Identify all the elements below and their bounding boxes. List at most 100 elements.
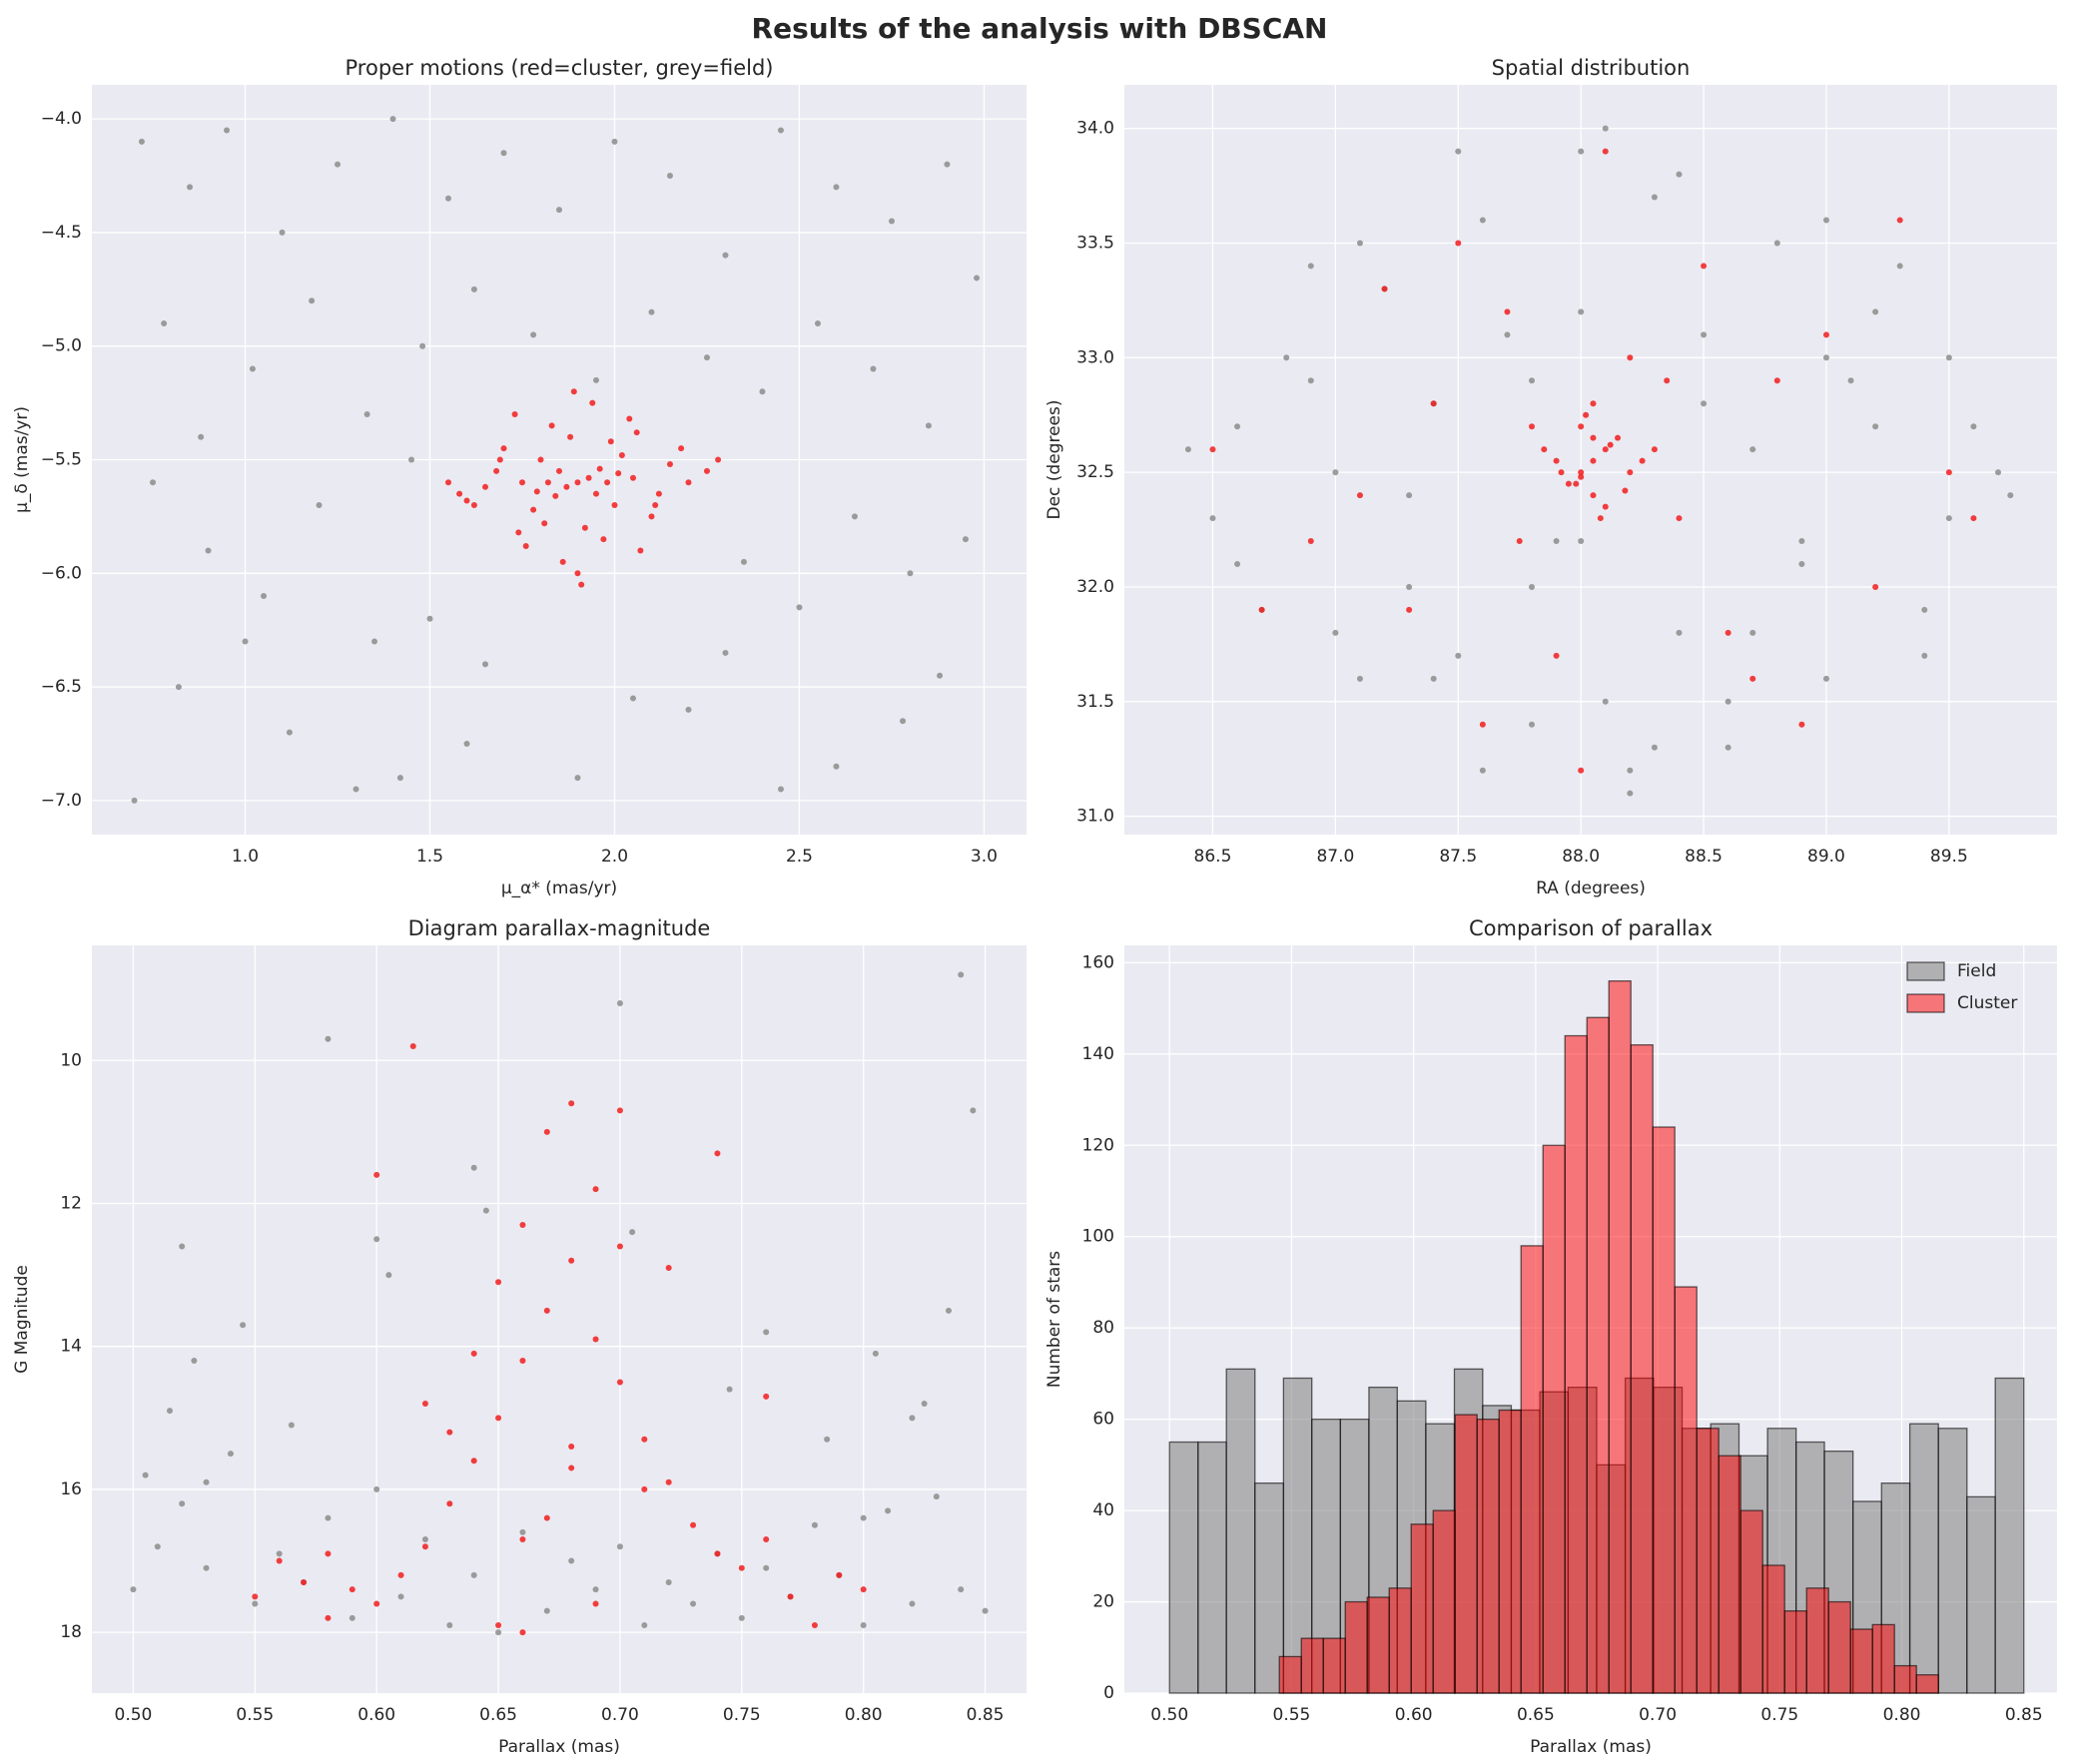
point [574,479,581,486]
point [703,467,710,474]
point [445,195,452,202]
point [690,1600,697,1607]
point [1479,217,1486,224]
x-tick-label: 0.85 [2005,1705,2043,1725]
point [1455,240,1462,247]
x-tick-label: 88.5 [1685,847,1723,867]
point [1676,171,1683,178]
y-tick-label: −5.0 [41,336,82,356]
point [633,429,640,436]
point [592,1186,599,1193]
point [763,1329,770,1336]
point [1847,377,1854,384]
point [738,1564,745,1571]
point [1602,503,1609,510]
point [240,1322,247,1329]
point [722,252,729,259]
point [530,331,537,338]
point [909,1600,916,1607]
point [907,570,914,577]
point [600,536,607,543]
point [592,1586,599,1593]
point [198,433,205,440]
point [1578,423,1585,430]
point [559,558,566,565]
point [470,1571,477,1578]
y-tick-label: 16 [60,1479,82,1499]
x-tick-label: 0.55 [236,1705,274,1725]
point [615,470,622,477]
point [1622,487,1629,494]
point [288,1422,295,1429]
point [611,138,618,145]
x-tick-label: 0.50 [1150,1705,1188,1725]
point [495,1621,502,1628]
point [1615,434,1622,441]
x-tick-label: 89.5 [1930,847,1968,867]
y-tick-label: 31.5 [1076,692,1114,712]
point [519,479,526,486]
point [1995,469,2002,476]
point [568,1443,575,1450]
point [1590,400,1597,407]
y-tick-label: 34.0 [1076,119,1114,139]
y-tick-label: −4.0 [41,109,82,129]
point [1516,538,1523,545]
point [909,1415,916,1422]
point [1578,538,1585,545]
y-tick-label: −6.5 [41,677,82,697]
point [154,1543,161,1550]
point [1602,446,1609,453]
point [1479,721,1486,728]
point [568,1465,575,1471]
x-tick-label: 89.0 [1807,847,1845,867]
point [1896,263,1903,270]
histogram-bar [1871,1623,1895,1694]
point [833,184,840,191]
point [187,184,194,191]
point [1541,446,1548,453]
point [363,410,370,417]
point [629,474,636,481]
subplot-title: Proper motions (red=cluster, grey=field) [346,56,774,80]
point [1798,721,1805,728]
point [1479,767,1486,774]
point [515,529,522,536]
point [161,319,168,326]
point [1553,652,1560,659]
point [860,1586,867,1593]
histogram-bar [1366,1596,1390,1694]
point [179,1243,186,1250]
point [629,1229,636,1236]
point [397,1593,404,1600]
point [522,542,529,549]
point [666,173,673,180]
x-tick-label: 1.5 [416,847,443,867]
point [1607,441,1614,448]
point [652,502,659,509]
point [759,388,766,395]
point [1749,629,1756,636]
point [421,1543,428,1550]
point [203,1564,210,1571]
point [348,1586,355,1593]
point [833,763,840,770]
point [519,1358,526,1365]
point [685,479,692,486]
point [1553,538,1560,545]
point [616,1107,623,1114]
histogram-bar [1278,1655,1302,1694]
legend-swatch [1906,961,1945,981]
histogram-bar [1827,1600,1851,1694]
point [585,474,592,481]
point [946,1307,952,1314]
point [1209,515,1216,522]
x-tick-label: 0.80 [845,1705,883,1725]
point [385,1272,392,1279]
point [1749,446,1756,453]
point [1234,423,1241,430]
point [252,1593,259,1600]
point [1945,469,1952,476]
point [325,1550,332,1557]
